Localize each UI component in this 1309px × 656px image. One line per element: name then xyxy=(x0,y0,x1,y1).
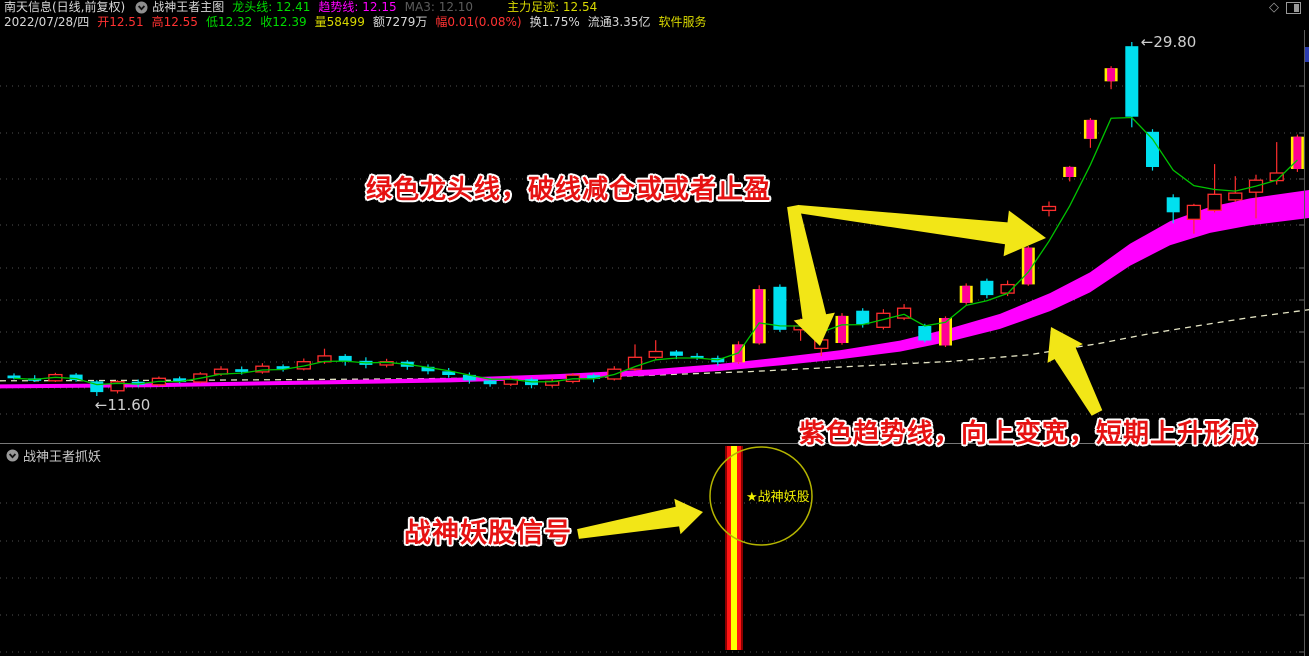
annotation-signal: 战神妖股信号 xyxy=(404,518,572,549)
header-change: 幅0.01(0.08%) xyxy=(435,15,522,29)
header-line-2: 2022/07/28/四 开12.51 高12.55 低12.32 收12.39 量584… xyxy=(4,15,714,30)
header-trend-line-value: 趋势线: 12.15 xyxy=(318,0,397,14)
diamond-icon[interactable]: ◇ xyxy=(1269,0,1279,15)
subchart-title: 战神王者抓妖 xyxy=(23,450,102,465)
header-close: 收12.39 xyxy=(260,15,307,29)
header-leader-line-value: 龙头线: 12.41 xyxy=(232,0,311,14)
header-open: 开12.51 xyxy=(97,15,144,29)
header-ma3-value: MA3: 12.10 xyxy=(404,0,474,14)
header-amount: 额7279万 xyxy=(372,15,428,29)
window-icons: ◇ xyxy=(1269,1,1301,14)
collapse-icon[interactable] xyxy=(6,449,19,462)
header-volume: 量58499 xyxy=(314,15,365,29)
collapse-icon[interactable] xyxy=(135,1,148,14)
panel-layout-icon[interactable] xyxy=(1286,1,1301,14)
low-price-label: ←11.60 xyxy=(95,396,151,414)
header-indicator-title: 战神王者主图 xyxy=(152,0,225,14)
signal-subchart[interactable]: ★战神妖股 xyxy=(0,444,1309,656)
header-low: 低12.32 xyxy=(205,15,253,29)
main-chart[interactable]: ←11.60 ←29.80 xyxy=(0,30,1309,443)
header-stock-name: 南天信息(日线,前复权) xyxy=(4,0,126,14)
right-frame-line xyxy=(1304,30,1305,656)
header-main-force-value: 主力足迹: 12.54 xyxy=(507,0,598,14)
scrollbar-thumb[interactable] xyxy=(1305,47,1309,62)
header-high: 高12.55 xyxy=(151,15,198,29)
header-float-shares: 流通3.35亿 xyxy=(587,15,651,29)
subchart-title-row: 战神王者抓妖 xyxy=(4,446,101,465)
high-price-label: ←29.80 xyxy=(1141,33,1197,51)
header-date: 2022/07/28/四 xyxy=(4,15,90,29)
header-line-1: 南天信息(日线,前复权) 战神王者主图 龙头线: 12.41 趋势线: 12.15 MA… xyxy=(4,0,605,15)
header-turnover: 换1.75% xyxy=(529,15,580,29)
annotation-green-leader-line: 绿色龙头线，破线减仓或或者止盈 xyxy=(366,175,772,205)
signal-star-label: ★战神妖股 xyxy=(746,490,810,505)
header-industry: 软件服务 xyxy=(658,15,707,29)
annotation-purple-trend-line: 紫色趋势线，向上变宽，短期上升形成 xyxy=(799,419,1259,449)
panel-separator[interactable] xyxy=(0,443,1309,444)
